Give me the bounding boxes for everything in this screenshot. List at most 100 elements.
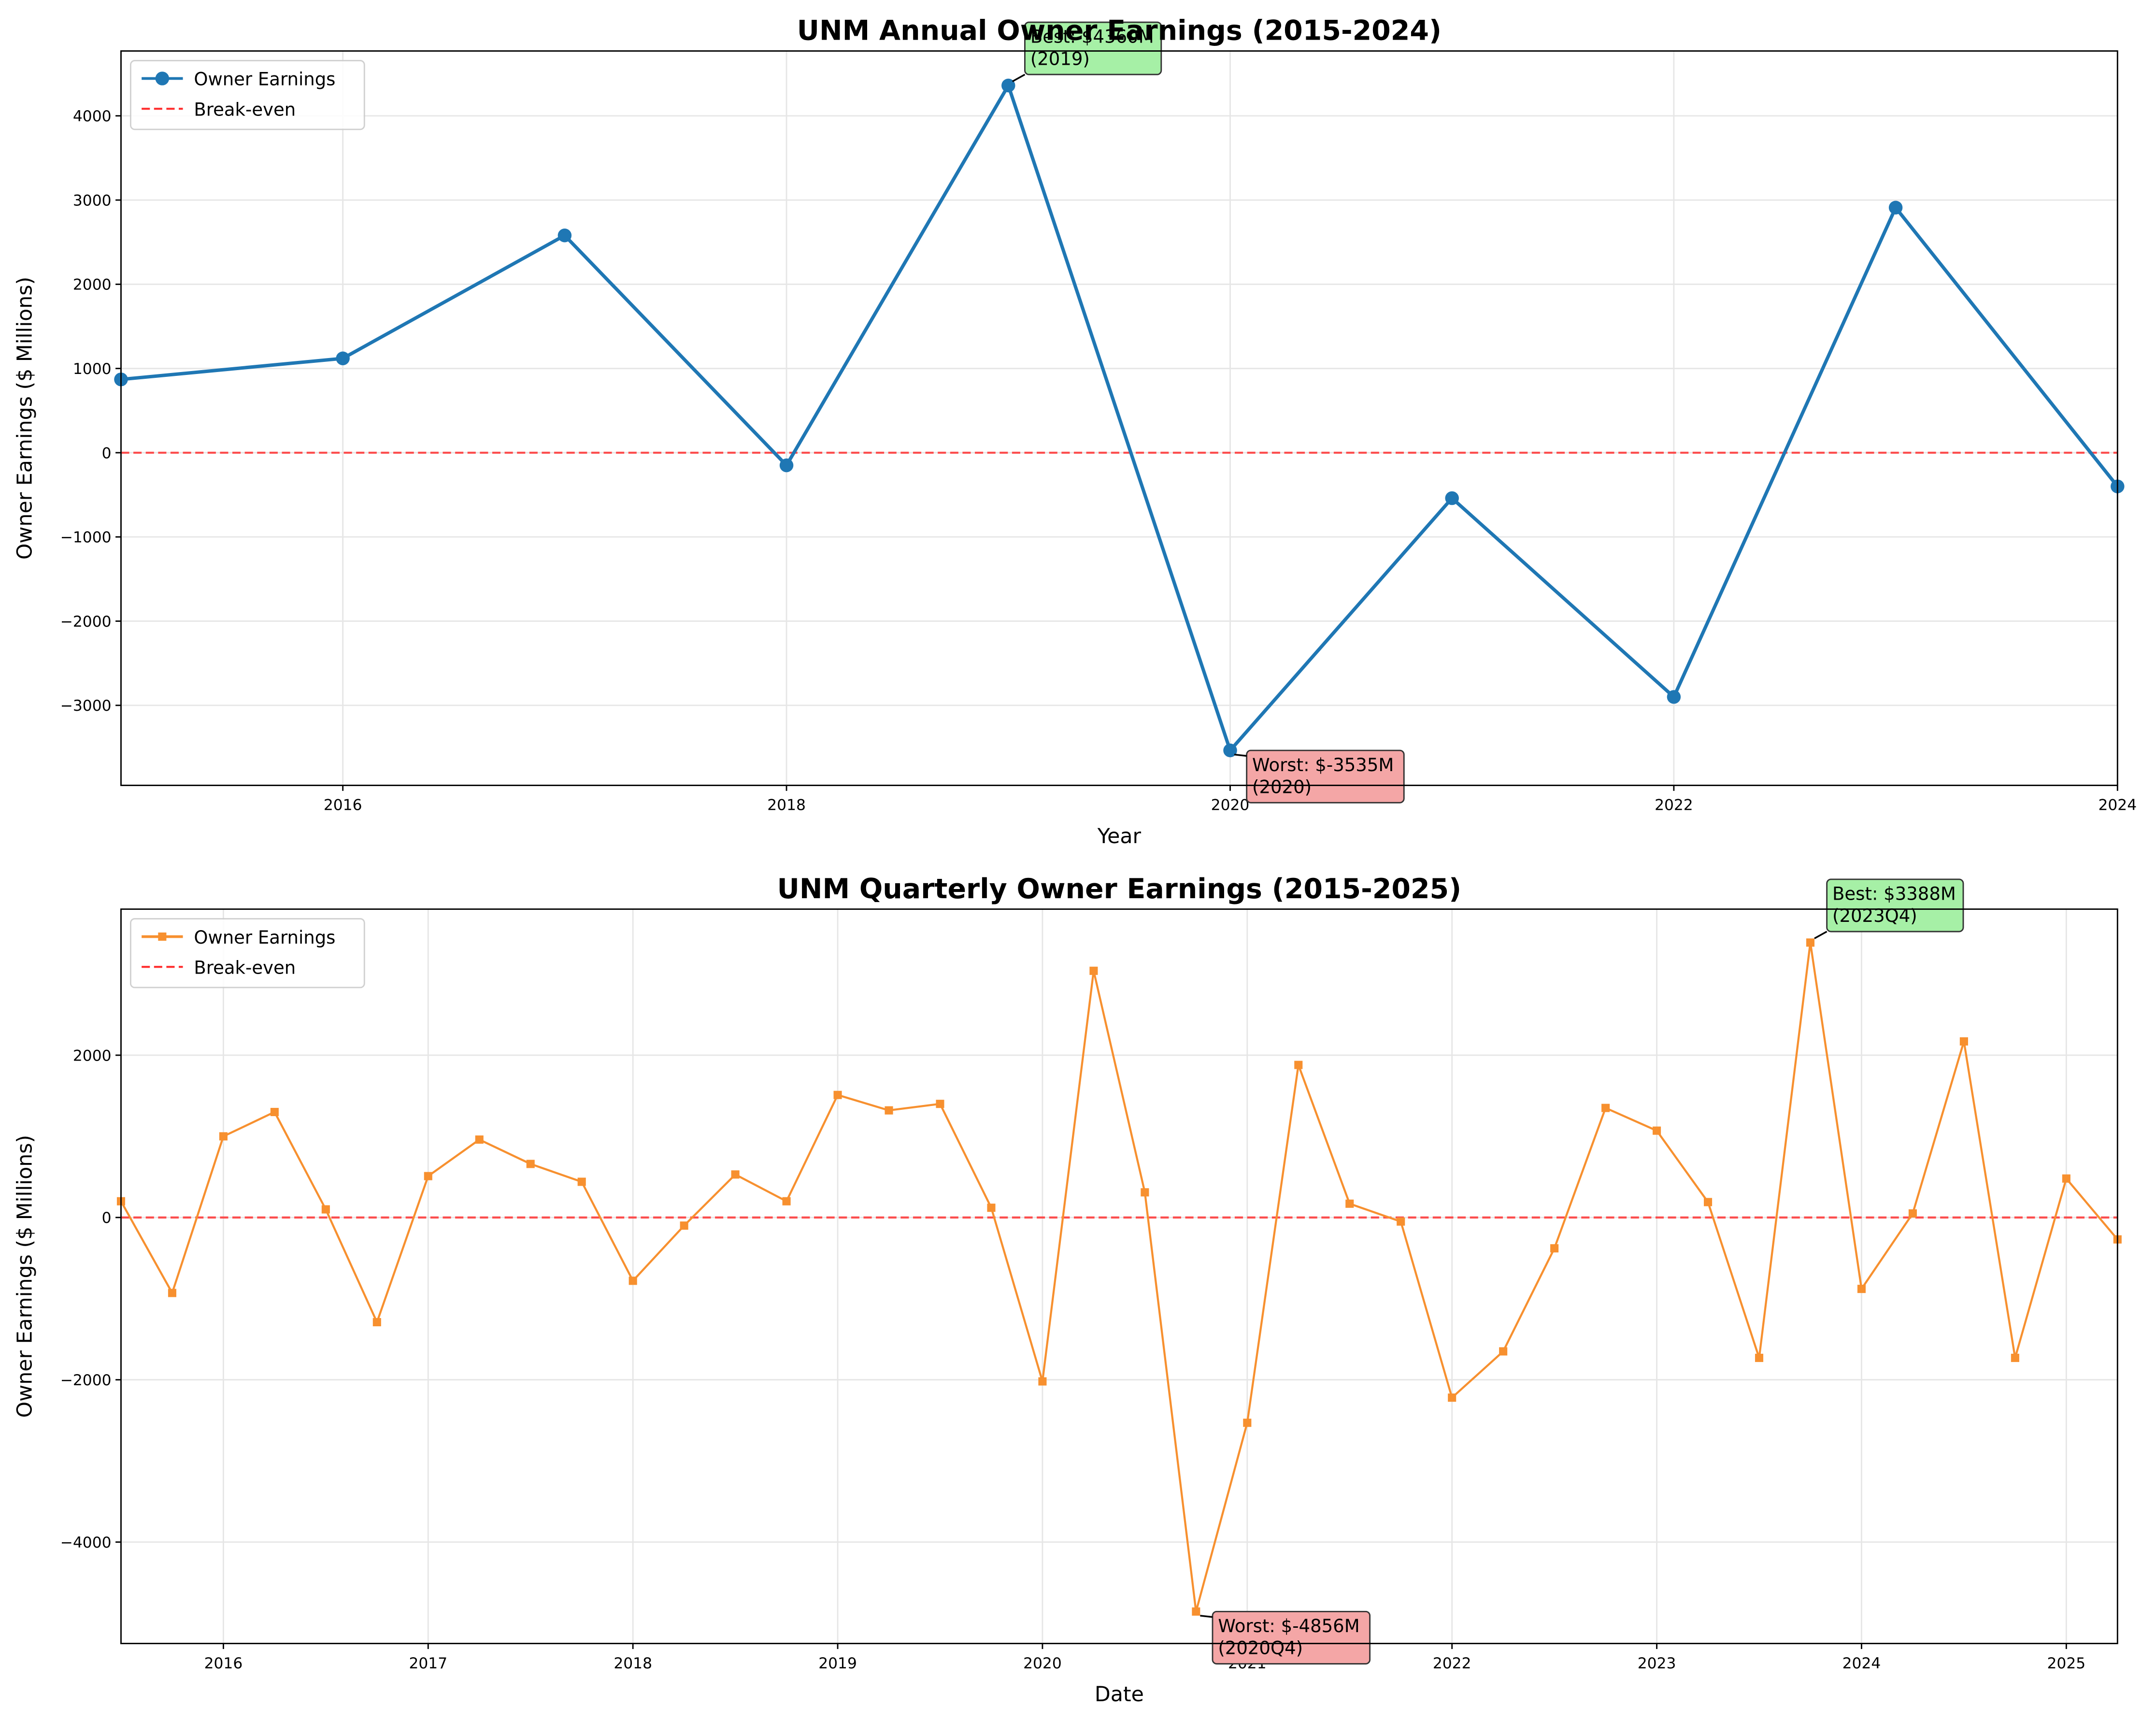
y-tick-label: 0 [102,1209,112,1227]
series-line [121,81,2119,754]
x-tick-label: 2022 [1655,797,1693,814]
y-tick-label: 2000 [73,1047,112,1064]
y-tick-label: −2000 [60,1372,112,1389]
marker [628,1277,637,1285]
marker [2011,1353,2019,1362]
marker [1704,1198,1713,1206]
marker [1397,1217,1405,1226]
x-axis-label: Year [1097,824,1142,848]
annotation-text: (2020Q4) [1218,1638,1303,1659]
chart-title: UNM Annual Owner Earnings (2015-2024) [797,15,1442,47]
marker [321,1205,330,1214]
y-axis-label: Owner Earnings ($ Millions) [13,1135,37,1418]
y-tick-label: −3000 [60,697,112,715]
x-tick-label: 2016 [204,1655,243,1672]
marker [1550,1244,1559,1253]
x-tick-label: 2019 [818,1655,857,1672]
marker [680,1221,688,1230]
chart-title: UNM Quarterly Owner Earnings (2015-2025) [777,873,1462,905]
x-tick-label: 2024 [1842,1655,1881,1672]
x-tick-label: 2018 [614,1655,652,1672]
marker [168,1289,176,1297]
marker [1192,1607,1200,1616]
annotation-arrow [1814,931,1828,939]
marker [1001,78,1015,93]
marker [475,1135,484,1144]
annotation-arrow [1012,73,1026,82]
marker [577,1177,586,1186]
marker [1345,1199,1354,1208]
x-tick-label: 2024 [2098,797,2137,814]
x-tick-label: 2022 [1433,1655,1471,1672]
marker [1653,1126,1661,1135]
x-tick-label: 2017 [409,1655,447,1672]
legend-label: Break-even [194,99,296,120]
annotation-text: Best: $4360M [1030,27,1154,47]
chart: −3000 −2000 −1000 0 1000 2000 3000 4000 2016 2018… [13,15,2137,848]
marker [782,1197,791,1205]
legend-label: Owner Earnings [194,927,335,948]
annotation-box [1024,21,1162,75]
marker [1243,1419,1252,1427]
x-tick-label: 2016 [324,797,362,814]
annotation-text: Best: $3388M [1832,884,1956,904]
x-tick-label: 2025 [2047,1655,2086,1672]
axes-frame [120,50,2118,786]
annotation-box [1212,1610,1371,1665]
y-tick-label: −1000 [60,529,112,546]
marker [1448,1393,1456,1402]
marker [936,1100,944,1108]
marker [731,1170,740,1179]
annotation-box [1826,878,1964,933]
marker [557,229,572,243]
y-tick-label: 4000 [73,108,112,125]
marker [1806,938,1815,947]
marker [1755,1353,1764,1362]
legend-box [129,918,365,989]
marker [270,1107,279,1117]
marker [987,1204,996,1212]
marker [1667,690,1681,704]
marker [372,1318,381,1327]
marker [1223,743,1237,758]
annotation-arrow [1234,753,1247,757]
marker [833,1091,842,1099]
marker [1908,1209,1917,1218]
y-tick-label: −4000 [60,1534,112,1551]
annotation-text: (2019) [1030,48,1090,69]
annotation-box [1246,749,1405,804]
marker [1888,201,1903,215]
marker [2062,1174,2070,1183]
x-tick-label: 2020 [1211,797,1250,814]
marker [219,1132,228,1141]
series-line [120,942,2118,1612]
x-tick-label: 2023 [1638,1655,1676,1672]
annotation-arrow [1200,1615,1213,1618]
y-tick-label: −2000 [60,613,112,631]
x-tick-label: 2020 [1023,1655,1062,1672]
legend-marker [155,72,170,86]
marker [1445,491,1459,505]
marker [1601,1104,1610,1112]
legend-box [129,60,365,130]
axes-frame [120,908,2118,1644]
annotation-text: Worst: $-3535M [1252,755,1394,775]
legend-label: Break-even [194,957,296,978]
marker [1857,1285,1866,1293]
marker [885,1106,893,1115]
annotation-text: Worst: $-4856M [1218,1616,1359,1636]
legend-label: Owner Earnings [194,69,335,90]
y-axis-label: Owner Earnings ($ Millions) [13,277,37,560]
y-tick-label: 2000 [73,276,112,294]
chart: −4000−2000020002016201720182019202020212… [13,873,2122,1707]
annotation-text: (2020) [1252,776,1312,797]
marker [526,1160,535,1168]
x-tick-label: 2018 [767,797,806,814]
y-tick-label: 1000 [73,360,112,378]
marker [1959,1037,1968,1046]
marker [336,351,350,365]
marker [424,1172,432,1180]
marker [1294,1061,1303,1069]
marker [779,458,794,473]
